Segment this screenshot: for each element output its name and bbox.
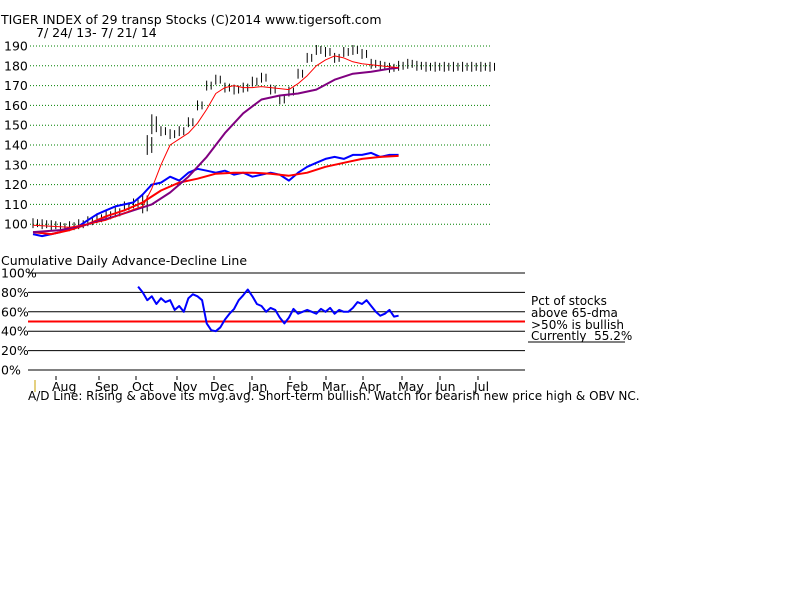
currently-value: 55.2%	[594, 329, 633, 343]
price-tick-label: 150	[4, 118, 28, 133]
price-lines	[32, 55, 399, 238]
price-tick-label: 100	[4, 217, 28, 232]
pct-tick-label: 20%	[1, 343, 29, 358]
month-labels: Aug Sep Oct Nov Dec Jan Feb Mar Apr May Jun Jul	[52, 376, 489, 394]
month-label: Sep	[95, 379, 119, 394]
month-label: May	[398, 379, 424, 394]
month-label: Feb	[286, 379, 308, 394]
pct-tick-label: 60%	[1, 304, 29, 319]
date-range: 7/ 24/ 13- 7/ 21/ 14	[36, 25, 157, 40]
month-label: Jun	[435, 379, 456, 394]
price-y-axis-labels: 190 180 170 160 150 140 130 120 110 100	[4, 39, 28, 232]
month-label: Oct	[132, 379, 154, 394]
pct-y-axis-labels: 100% 80% 60% 40% 20% 0%	[1, 266, 37, 378]
lower-panel-title: Cumulative Daily Advance-Decline Line	[1, 253, 248, 268]
price-tick-label: 130	[4, 157, 28, 172]
pct-above-65dma-line	[137, 285, 399, 333]
currently-label: Currently	[531, 329, 587, 343]
legend-above-65dma: above 65-dma	[531, 306, 618, 320]
month-label: Jul	[473, 379, 489, 394]
price-tick-label: 110	[4, 197, 28, 212]
legend-pct-of-stocks: Pct of stocks	[531, 294, 607, 308]
price-tick-label: 180	[4, 58, 28, 73]
price-tick-label: 120	[4, 177, 28, 192]
short-moving-average	[32, 55, 399, 228]
price-tick-label: 160	[4, 98, 28, 113]
month-label: Aug	[52, 379, 76, 394]
price-tick-label: 190	[4, 39, 28, 54]
month-label: Jan	[247, 379, 267, 394]
pct-gridlines	[28, 272, 625, 371]
legend-bullish: >50% is bullish	[531, 318, 625, 332]
footer-note: A/D Line: Rising & above its mvg.avg. Sh…	[28, 389, 640, 403]
month-label: Mar	[322, 379, 346, 394]
pct-tick-label: 40%	[1, 324, 29, 339]
pct-tick-label: 0%	[1, 363, 21, 378]
currently-row: Currently 55.2%	[531, 330, 632, 343]
price-gridlines	[30, 45, 490, 225]
chart-title: TIGER INDEX of 29 transp Stocks (C)2014 …	[1, 12, 382, 27]
month-label: Dec	[210, 379, 234, 394]
pct-lines	[137, 285, 399, 333]
price-tick-label: 170	[4, 78, 28, 93]
month-label: Nov	[173, 379, 198, 394]
pct-tick-label: 80%	[1, 285, 29, 300]
month-label: Apr	[359, 379, 381, 394]
pct-tick-label: 100%	[1, 266, 37, 281]
price-tick-label: 140	[4, 138, 28, 153]
long-moving-average	[32, 66, 399, 234]
